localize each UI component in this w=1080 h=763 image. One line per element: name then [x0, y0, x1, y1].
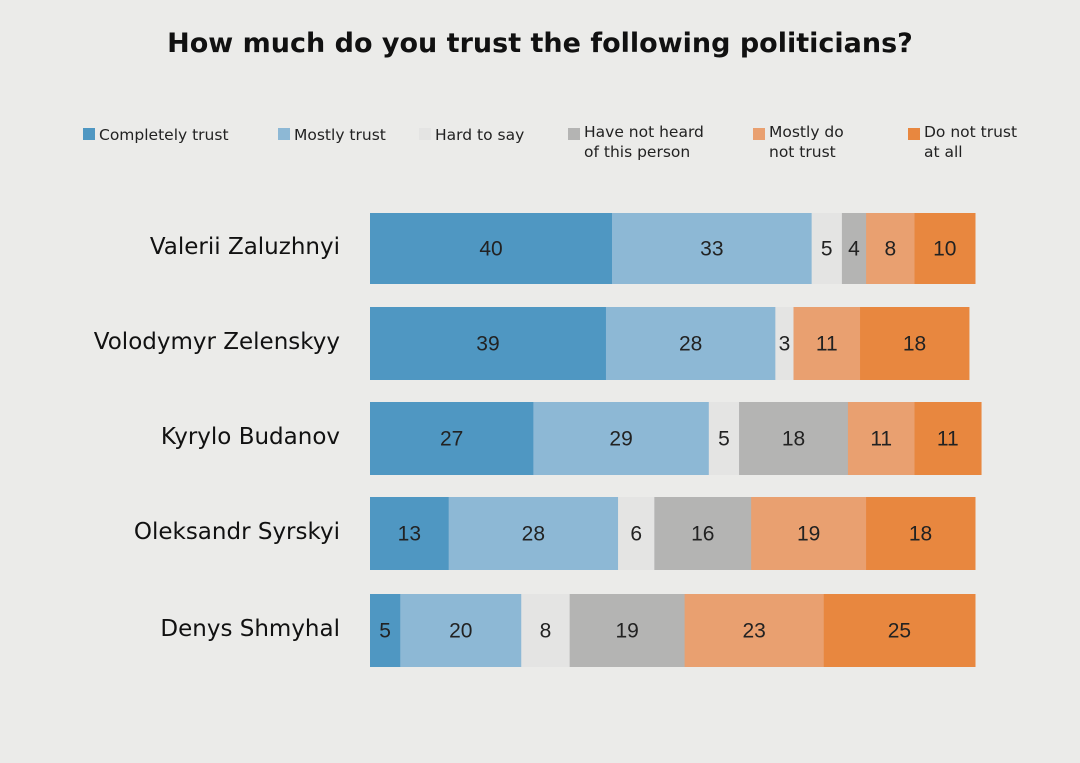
category-label: Valerii Zaluzhnyi [149, 233, 340, 260]
chart-title: How much do you trust the following poli… [167, 28, 913, 59]
data-label: 5 [718, 428, 730, 451]
bar-segment [751, 497, 867, 570]
legend-swatch [908, 128, 920, 140]
data-label: 18 [909, 523, 932, 546]
bar-segment [521, 594, 571, 667]
legend-label: Hard to say [435, 126, 525, 144]
bar-segment [841, 213, 867, 284]
bar-segment [612, 213, 813, 284]
category-label: Volodymyr Zelenskyy [93, 328, 340, 355]
data-label: 8 [884, 238, 896, 261]
bar-segment [708, 402, 740, 475]
legend-label: Do not trust at all [924, 123, 1018, 161]
bar-segment [400, 594, 522, 667]
bar-segment [533, 402, 710, 475]
bar-segment [775, 307, 794, 380]
bar-segment [569, 594, 686, 667]
data-label: 11 [816, 333, 838, 356]
legend-label: Completely trust [99, 126, 229, 144]
bar-segment [370, 402, 534, 475]
legend-label: Mostly trust [294, 126, 386, 144]
category-label: Oleksandr Syrskyi [133, 518, 340, 545]
bar-segment [739, 402, 849, 475]
data-label: 18 [903, 333, 926, 356]
data-label: 8 [540, 620, 552, 643]
bar-segment [605, 307, 776, 380]
data-label: 19 [615, 620, 638, 643]
bar-segment [823, 594, 976, 667]
bar-segment [860, 307, 970, 380]
data-label: 5 [379, 620, 391, 643]
bar-segment [866, 497, 976, 570]
bar-segment [866, 213, 915, 284]
legend-item: Completely trust [83, 122, 263, 145]
bar-segment [793, 307, 861, 380]
bar-segment [914, 213, 976, 284]
bar-segment [370, 307, 607, 380]
data-label: 19 [797, 523, 820, 546]
data-label: 27 [440, 428, 463, 451]
data-label: 20 [449, 620, 472, 643]
data-label: 28 [679, 333, 702, 356]
legend-label: Mostly do not trust [769, 123, 844, 161]
data-label: 40 [479, 238, 502, 261]
category-label: Kyrylo Budanov [160, 423, 340, 450]
bar-segment [654, 497, 752, 570]
legend-swatch [568, 128, 580, 140]
data-label: 16 [691, 523, 714, 546]
legend-item: Have not heard of this person [568, 122, 718, 162]
legend-item: Hard to say [419, 122, 549, 145]
data-label: 3 [779, 333, 791, 356]
bar-segment [370, 594, 401, 667]
data-label: 25 [888, 620, 911, 643]
legend-item: Mostly trust [278, 122, 398, 145]
legend-item: Do not trust at all [908, 122, 1018, 162]
data-label: 39 [476, 333, 499, 356]
bar-segment [811, 213, 843, 284]
data-label: 11 [870, 428, 892, 451]
bar-segment [370, 213, 613, 284]
bar-segment [914, 402, 982, 475]
data-label: 13 [398, 523, 421, 546]
category-label: Denys Shmyhal [160, 615, 340, 642]
bar-segment [618, 497, 655, 570]
data-label: 6 [630, 523, 642, 546]
legend-label: Have not heard of this person [584, 123, 704, 161]
data-label: 33 [700, 238, 723, 261]
bar-segment [847, 402, 915, 475]
data-label: 10 [933, 238, 956, 261]
bar-segment [448, 497, 619, 570]
data-label: 4 [848, 238, 860, 261]
data-label: 5 [821, 238, 833, 261]
data-label: 23 [742, 620, 765, 643]
bar-segment [370, 497, 450, 570]
legend-swatch [278, 128, 290, 140]
legend-swatch [753, 128, 765, 140]
legend-item: Mostly do not trust [753, 122, 863, 162]
legend-swatch [419, 128, 431, 140]
data-label: 11 [937, 428, 959, 451]
legend-swatch [83, 128, 95, 140]
bar-segment [684, 594, 825, 667]
data-label: 18 [782, 428, 805, 451]
data-label: 29 [609, 428, 632, 451]
data-label: 28 [522, 523, 545, 546]
